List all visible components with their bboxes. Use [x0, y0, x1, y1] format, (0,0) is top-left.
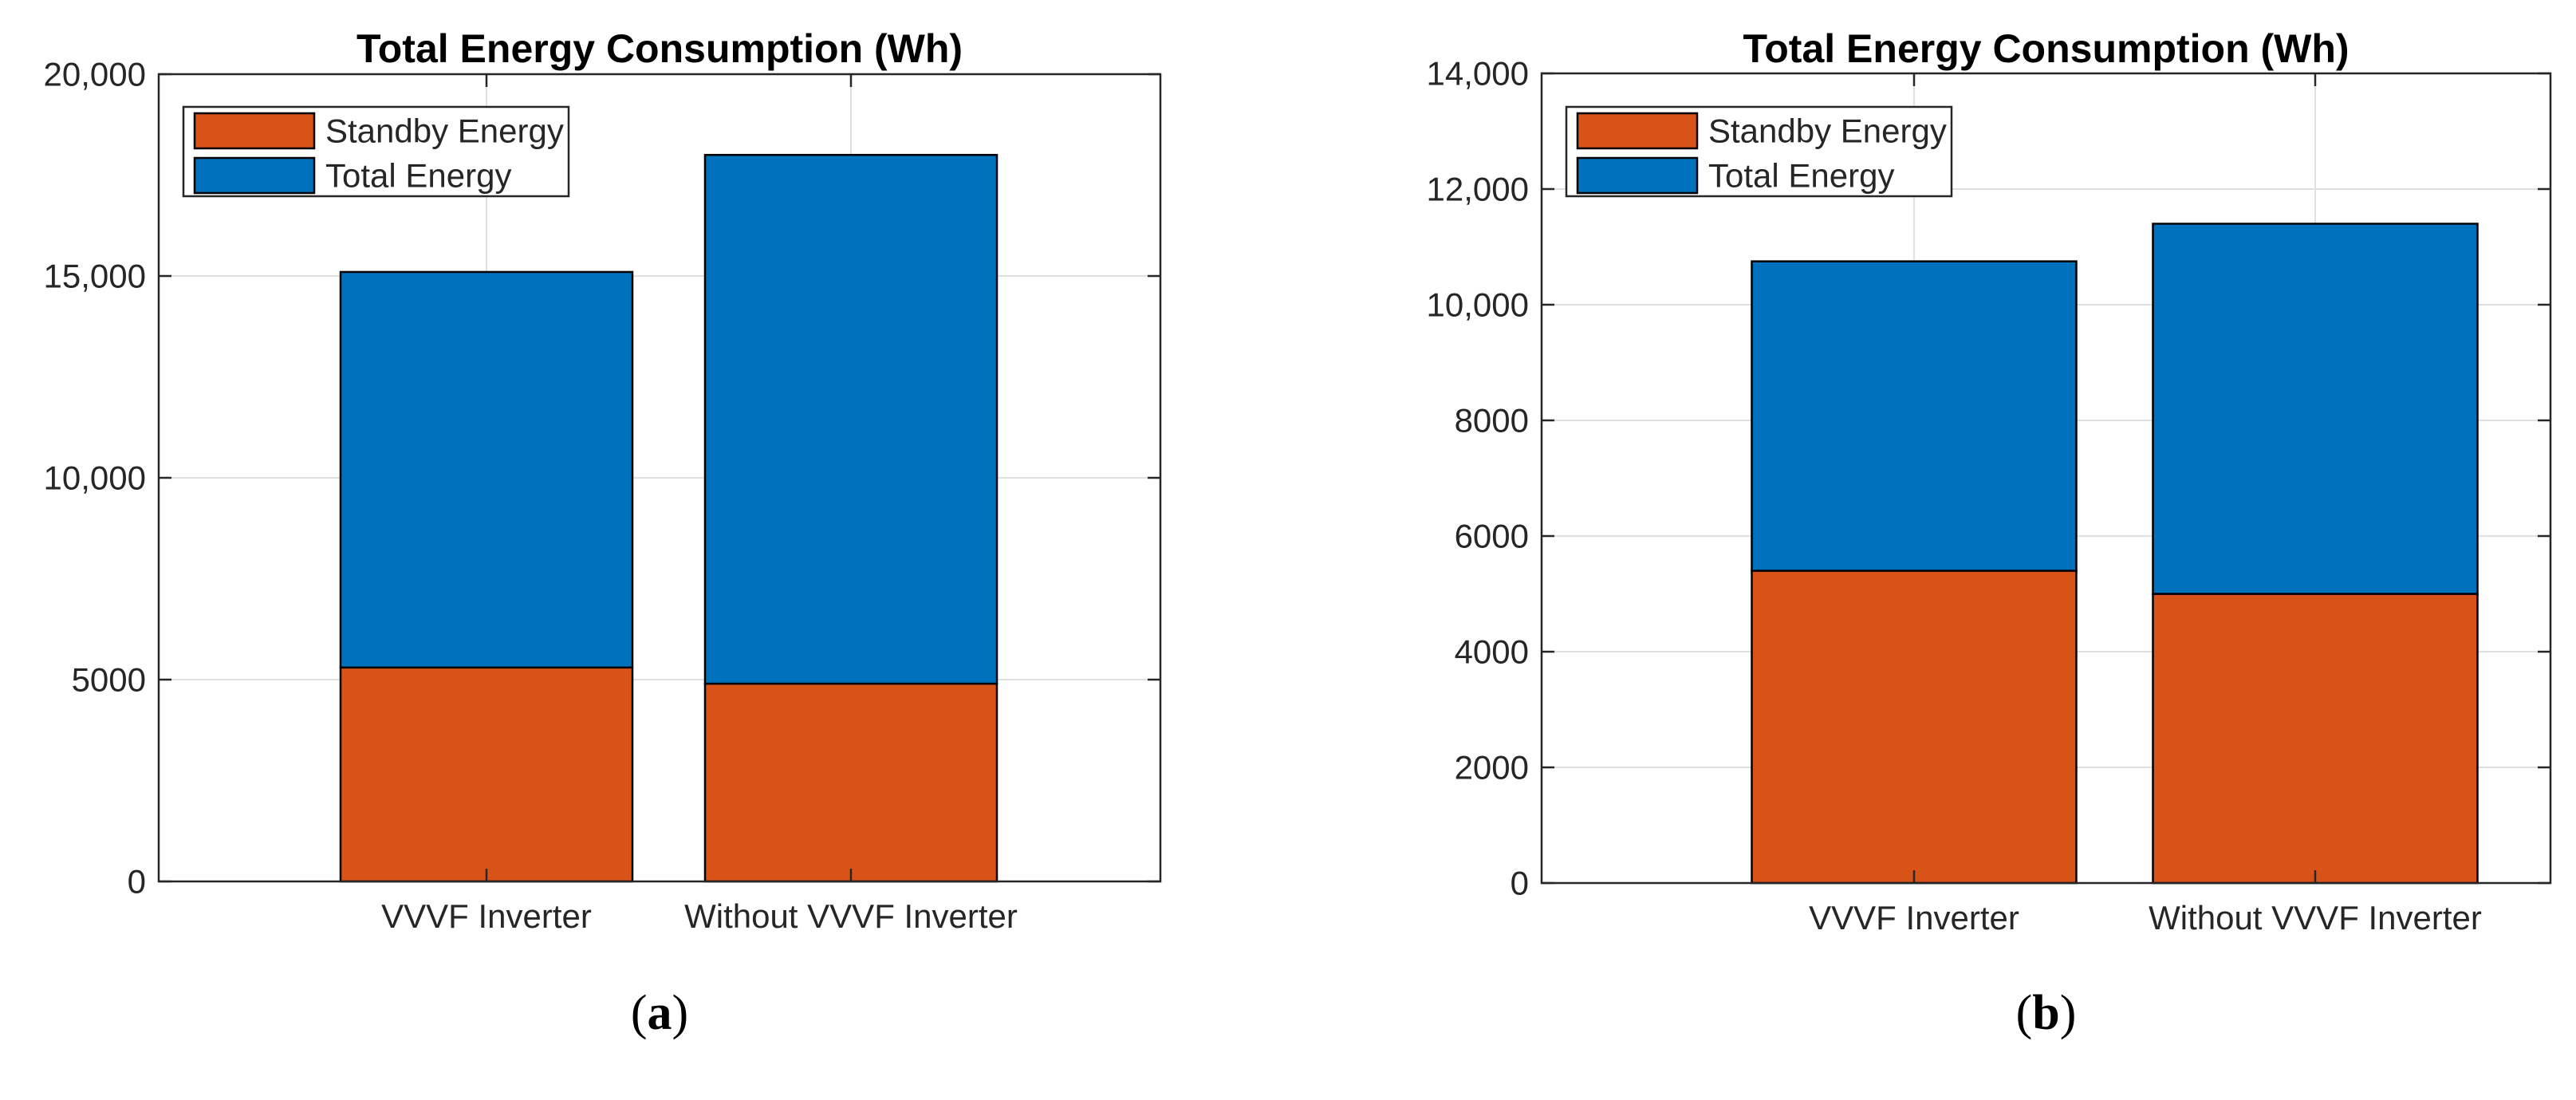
y-tick-label-a-15000: 15,000: [44, 258, 146, 295]
bar-segment-standby-a-0: [339, 666, 634, 883]
bar-segment-standby-b-0: [1751, 570, 2078, 885]
y-tick-label-b-10000: 10,000: [1427, 286, 1529, 324]
y-tick-label-a-0: 0: [128, 863, 146, 901]
y-tick-label-a-20000: 20,000: [44, 56, 146, 93]
legend-swatch-standby-a: [193, 112, 316, 150]
y-tick-label-b-6000: 6000: [1455, 518, 1529, 555]
x-tick-label-b-0: VVVF Inverter: [1809, 899, 2019, 936]
legend-swatch-standby-b: [1576, 112, 1699, 150]
bar-segment-total-a-0: [339, 270, 634, 669]
plot-border-a: [157, 73, 1162, 883]
bar-segment-total-b-1: [2152, 223, 2479, 595]
legend-label-total-b: Total Energy: [1708, 157, 1894, 195]
y-tick-label-b-2000: 2000: [1455, 749, 1529, 787]
caption-a-open-paren: (: [630, 985, 648, 1040]
caption-b-letter: b: [2032, 985, 2060, 1040]
legend-swatch-total-a: [193, 156, 316, 195]
bar-segment-total-b-0: [1751, 260, 2078, 572]
legend-swatch-total-b: [1576, 156, 1699, 195]
legend-label-total-a: Total Energy: [325, 157, 511, 195]
plot-border-b: [1540, 72, 2552, 885]
caption-a-close-paren: ): [672, 985, 689, 1040]
legend-label-standby-b: Standby Energy: [1708, 112, 1947, 150]
y-tick-label-b-4000: 4000: [1455, 633, 1529, 671]
chart-title-b: Total Energy Consumption (Wh): [1743, 26, 2349, 71]
chart-title-a: Total Energy Consumption (Wh): [356, 26, 963, 71]
caption-b-open-paren: (: [2015, 985, 2033, 1040]
x-tick-label-b-1: Without VVVF Inverter: [2149, 899, 2482, 936]
bar-segment-standby-b-1: [2152, 593, 2479, 885]
bar-segment-total-a-1: [703, 153, 998, 685]
x-tick-label-a-0: VVVF Inverter: [381, 897, 592, 935]
legend-label-standby-a: Standby Energy: [325, 112, 564, 150]
subfigure-caption-b: (b): [1542, 972, 2550, 1055]
caption-b-close-paren: ): [2059, 985, 2077, 1040]
bar-segment-standby-a-1: [703, 682, 998, 883]
y-tick-label-a-5000: 5000: [72, 661, 146, 699]
y-tick-label-b-8000: 8000: [1455, 402, 1529, 440]
y-tick-label-b-12000: 12,000: [1427, 171, 1529, 208]
y-tick-label-a-10000: 10,000: [44, 459, 146, 497]
y-tick-label-b-14000: 14,000: [1427, 55, 1529, 93]
y-tick-label-b-0: 0: [1511, 865, 1529, 902]
caption-a-letter: a: [647, 985, 672, 1040]
subfigure-caption-a: (a): [159, 972, 1160, 1055]
x-tick-label-a-1: Without VVVF Inverter: [684, 897, 1018, 935]
